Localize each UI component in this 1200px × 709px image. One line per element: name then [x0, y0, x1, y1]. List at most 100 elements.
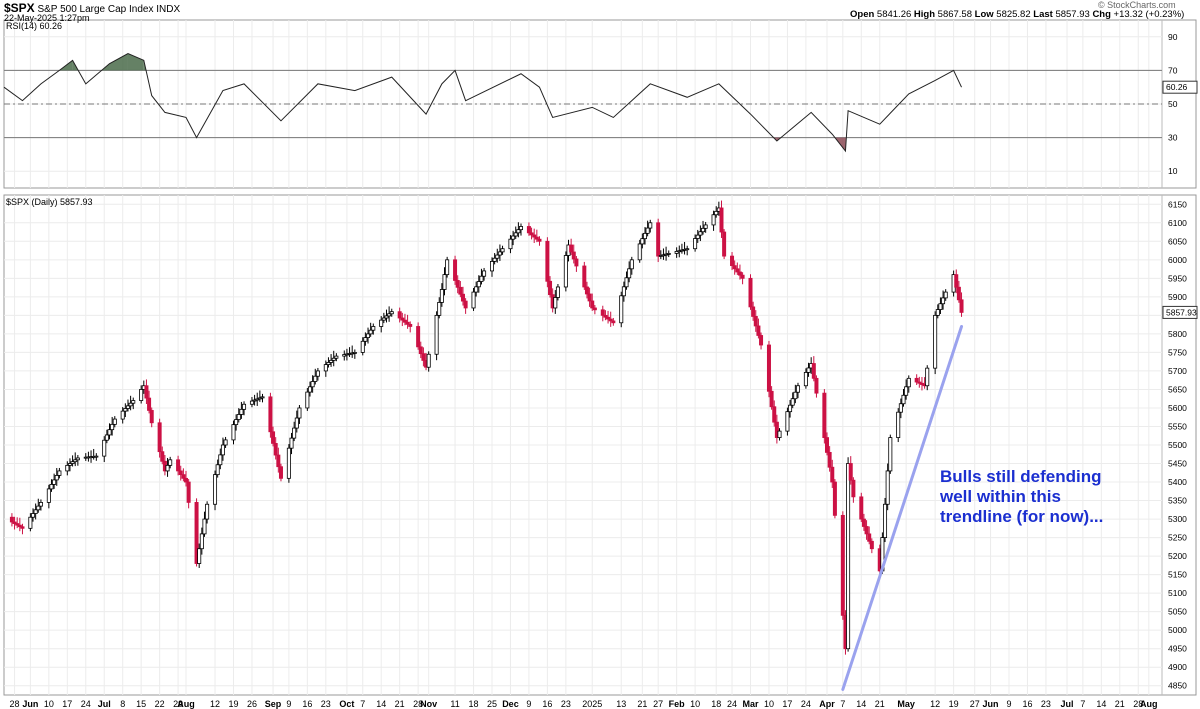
- x-tick-label: 12: [930, 699, 940, 709]
- candle-body: [901, 394, 906, 405]
- x-tick-label: 9: [526, 699, 531, 709]
- candle-body: [334, 355, 339, 359]
- candle-body: [408, 323, 413, 327]
- candle-body: [416, 326, 421, 348]
- x-tick-label: Nov: [420, 699, 437, 709]
- annotation-line-1: Bulls still defending: [940, 467, 1102, 486]
- price-tick-label: 5600: [1168, 403, 1187, 413]
- candle-body: [242, 403, 247, 410]
- x-tick-label: 23: [321, 699, 331, 709]
- candle-body: [257, 397, 262, 400]
- x-tick-label: Feb: [669, 699, 686, 709]
- candle-body: [840, 514, 845, 616]
- candle-body: [830, 466, 835, 483]
- x-tick-label: 23: [561, 699, 571, 709]
- x-tick-label: 17: [62, 699, 72, 709]
- candle-body: [935, 309, 940, 316]
- price-tick-label: 5000: [1168, 625, 1187, 635]
- x-tick-label: 23: [1041, 699, 1051, 709]
- price-label: $SPX (Daily) 5857.93: [6, 197, 93, 207]
- candle-body: [748, 277, 753, 308]
- candle-body: [249, 400, 254, 405]
- candle-body: [642, 232, 647, 240]
- candle-body: [603, 314, 608, 318]
- x-tick-label: 21: [875, 699, 885, 709]
- candle-body: [313, 375, 318, 382]
- candle-body: [329, 359, 334, 363]
- last-value: 5857.93: [1055, 9, 1090, 20]
- price-tick-label: 5500: [1168, 440, 1187, 450]
- x-tick-label: 9: [286, 699, 291, 709]
- candle-body: [824, 437, 829, 453]
- x-tick-label: 13: [616, 699, 626, 709]
- candle-body: [537, 238, 542, 242]
- x-tick-label: 7: [840, 699, 845, 709]
- candle-body: [12, 521, 17, 524]
- candle-body: [645, 227, 650, 234]
- candle-body: [434, 314, 439, 355]
- candle-body: [885, 470, 890, 505]
- candle-body: [545, 240, 550, 282]
- candle-body: [637, 243, 642, 261]
- high-label: High: [913, 9, 936, 20]
- candle-body: [814, 377, 819, 394]
- candle-body: [54, 475, 59, 481]
- price-tick-label: 5250: [1168, 533, 1187, 543]
- candle-body: [445, 259, 450, 276]
- candle-body: [590, 300, 595, 309]
- candle-body: [571, 251, 576, 260]
- annotation-line-2: well within this: [940, 487, 1061, 506]
- candle-body: [239, 408, 244, 415]
- candle-body: [38, 502, 43, 507]
- candle-body: [9, 516, 14, 523]
- price-value-tag-box: [1162, 305, 1198, 319]
- candle-body: [703, 224, 708, 229]
- x-tick-label: 17: [782, 699, 792, 709]
- candle-body: [458, 286, 463, 295]
- x-tick-label: Jun: [983, 699, 999, 709]
- price-tick-label: 5450: [1168, 459, 1187, 469]
- candle-body: [553, 297, 558, 309]
- candle-body: [606, 316, 611, 320]
- candle-body: [453, 259, 458, 281]
- candle-body: [65, 464, 70, 472]
- candle-body: [260, 396, 265, 399]
- candle-body: [943, 291, 948, 299]
- candle-body: [569, 244, 574, 253]
- candle-body: [656, 222, 661, 257]
- candle-body: [513, 232, 518, 237]
- candle-body: [236, 414, 241, 420]
- candle-body: [52, 479, 57, 485]
- candle-body: [772, 406, 777, 423]
- candle-body: [519, 226, 524, 231]
- candle-body: [701, 227, 706, 233]
- price-tick-label: 5800: [1168, 329, 1187, 339]
- candle-body: [608, 318, 613, 322]
- x-tick-label: Jul: [98, 699, 111, 709]
- candle-body: [455, 280, 460, 288]
- candle-body: [197, 548, 202, 564]
- candle-body: [15, 523, 20, 526]
- candle-body: [906, 377, 911, 388]
- x-tick-label: Sep: [265, 699, 282, 709]
- candle-body: [756, 325, 761, 336]
- candle-body: [497, 251, 502, 256]
- candle-body: [331, 357, 336, 361]
- candle-body: [315, 370, 320, 377]
- candle-body: [883, 503, 888, 538]
- candle-body: [384, 315, 389, 319]
- last-label: Last: [1033, 9, 1053, 20]
- datetime: 22-May-2025 1:27pm: [4, 13, 90, 23]
- x-tick-label: 11: [450, 699, 459, 709]
- candle-body: [104, 434, 109, 441]
- x-tick-label: 21: [395, 699, 405, 709]
- candle-body: [619, 295, 624, 324]
- candle-body: [867, 533, 872, 542]
- x-tick-label: 28: [10, 699, 20, 709]
- x-tick-label: 16: [302, 699, 312, 709]
- candle-body: [220, 444, 225, 456]
- rsi-line: [3, 53, 962, 153]
- candle-body: [426, 353, 431, 368]
- price-tick-label: 5900: [1168, 292, 1187, 302]
- candle-body: [914, 377, 919, 383]
